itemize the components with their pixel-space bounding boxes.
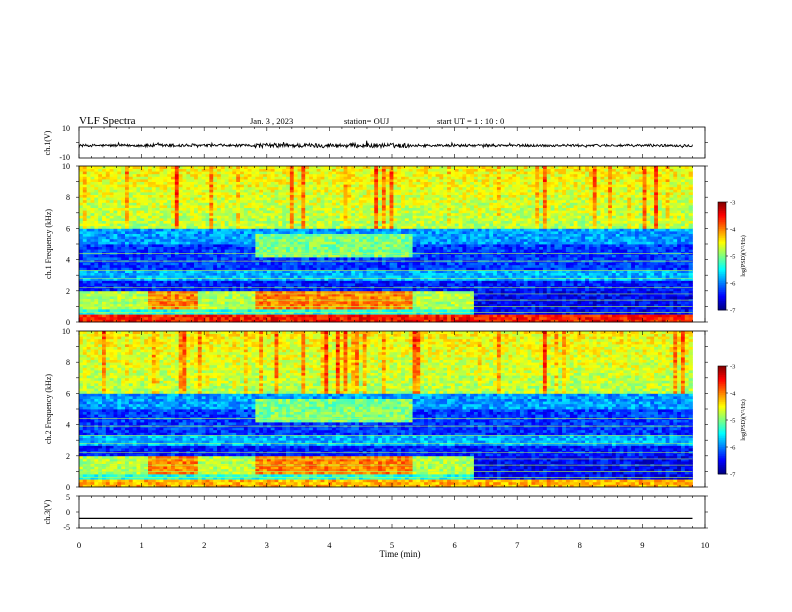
freq-tick-label: 4	[66, 421, 70, 430]
colorbar-tick-label: -6	[730, 281, 736, 288]
figure-title: VLF Spectra	[79, 115, 136, 127]
x-tick-label: 1	[139, 540, 143, 550]
colorbar-tick-label: -5	[730, 254, 735, 261]
ch2-spectrogram-ylabel-text: ch.2 Frequency (kHz)	[44, 374, 53, 444]
ch3-ytick-5: 5	[66, 493, 70, 502]
freq-tick-label: 10	[62, 327, 70, 336]
colorbar-tick-label: -5	[730, 418, 735, 425]
freq-tick-label: 0	[66, 318, 70, 327]
x-tick-label: 4	[327, 540, 332, 550]
freq-tick-label: 10	[62, 162, 70, 171]
ch1-waveform-ytick-bottom: -10	[59, 153, 70, 162]
ch1-waveform-frame	[78, 126, 706, 159]
ch1-spectrogram-panel: 0 2 4 6 8 10 ch.1 Frequency (kHz)	[44, 162, 708, 327]
freq-tick-label: 2	[66, 287, 70, 296]
ch1-colorbar: -3 -4 -5 -6 -7 log(PSD)(V²/Hz)	[717, 200, 747, 315]
colorbar-tick-label: -3	[730, 200, 735, 207]
freq-tick-label: 6	[66, 389, 70, 398]
ch3-waveform-ylabel: ch.3(V)	[43, 499, 52, 524]
ch2-spectrogram-ylabel: ch.2 Frequency (kHz)	[44, 374, 53, 444]
ch3-ytick-neg5: -5	[63, 523, 70, 532]
ch2-spectrogram-heatmap	[79, 331, 705, 488]
colorbar-tick-label: -7	[730, 308, 736, 315]
start-time-label: start UT = 1 : 10 : 0	[437, 116, 504, 126]
colorbar-tick-label: -4	[730, 391, 736, 398]
station-label: station= OUJ	[344, 116, 390, 126]
colorbar-tick-label: -6	[730, 445, 736, 452]
x-tick-label: 7	[515, 540, 519, 550]
x-tick-label: 6	[452, 540, 456, 550]
freq-tick-label: 8	[66, 193, 70, 202]
x-tick-label: 3	[265, 540, 269, 550]
x-tick-label: 5	[390, 540, 394, 550]
ch3-ytick-0: 0	[66, 508, 70, 517]
ch1-waveform-ytick-top: 10	[62, 124, 70, 133]
freq-tick-label: 2	[66, 452, 70, 461]
ch2-spectrogram-panel: 0 2 4 6 8 10 ch.2 Frequency (kHz)	[44, 327, 708, 492]
freq-tick-label: 8	[66, 358, 70, 367]
ch1-waveform-ylabel: ch.1(V)	[43, 130, 52, 155]
freq-tick-label: 4	[66, 256, 70, 265]
ch2-colorbar: -3 -4 -5 -6 -7 log(PSD)(V²/Hz)	[717, 364, 747, 479]
x-tick-label: 0	[77, 540, 81, 550]
x-tick-label: 8	[578, 540, 582, 550]
ch3-waveform-frame	[78, 495, 706, 529]
freq-tick-label: 6	[66, 224, 70, 233]
ch1-waveform-trace	[78, 140, 693, 150]
colorbar-label: log(PSD)(V²/Hz)	[740, 235, 747, 276]
colorbar-tick-label: -3	[730, 364, 735, 371]
x-tick-label: 2	[202, 540, 206, 550]
colorbar-label: log(PSD)(V²/Hz)	[740, 399, 747, 440]
x-axis-label: Time (min)	[380, 549, 421, 559]
x-tick-label: 10	[701, 540, 710, 550]
ch1-waveform-panel: 10 -10 ch.1(V)	[43, 124, 708, 162]
x-tick-label: 9	[640, 540, 644, 550]
colorbar-tick-label: -7	[730, 472, 736, 479]
ch1-spectrogram-ylabel: ch.1 Frequency (kHz)	[44, 209, 53, 279]
freq-tick-label: 0	[66, 483, 70, 492]
colorbar-tick-label: -4	[730, 227, 736, 234]
ch1-spectrogram-ylabel-text: ch.1 Frequency (kHz)	[44, 209, 53, 279]
ch3-waveform-panel: 5 0 -5 ch.3(V)	[43, 493, 708, 532]
ch1-spectrogram-heatmap	[79, 166, 705, 323]
x-axis-tick-labels: 0 1 2 3 4 5 6 7 8 9 10	[77, 540, 709, 550]
date-label: Jan. 3 , 2023	[250, 116, 293, 126]
